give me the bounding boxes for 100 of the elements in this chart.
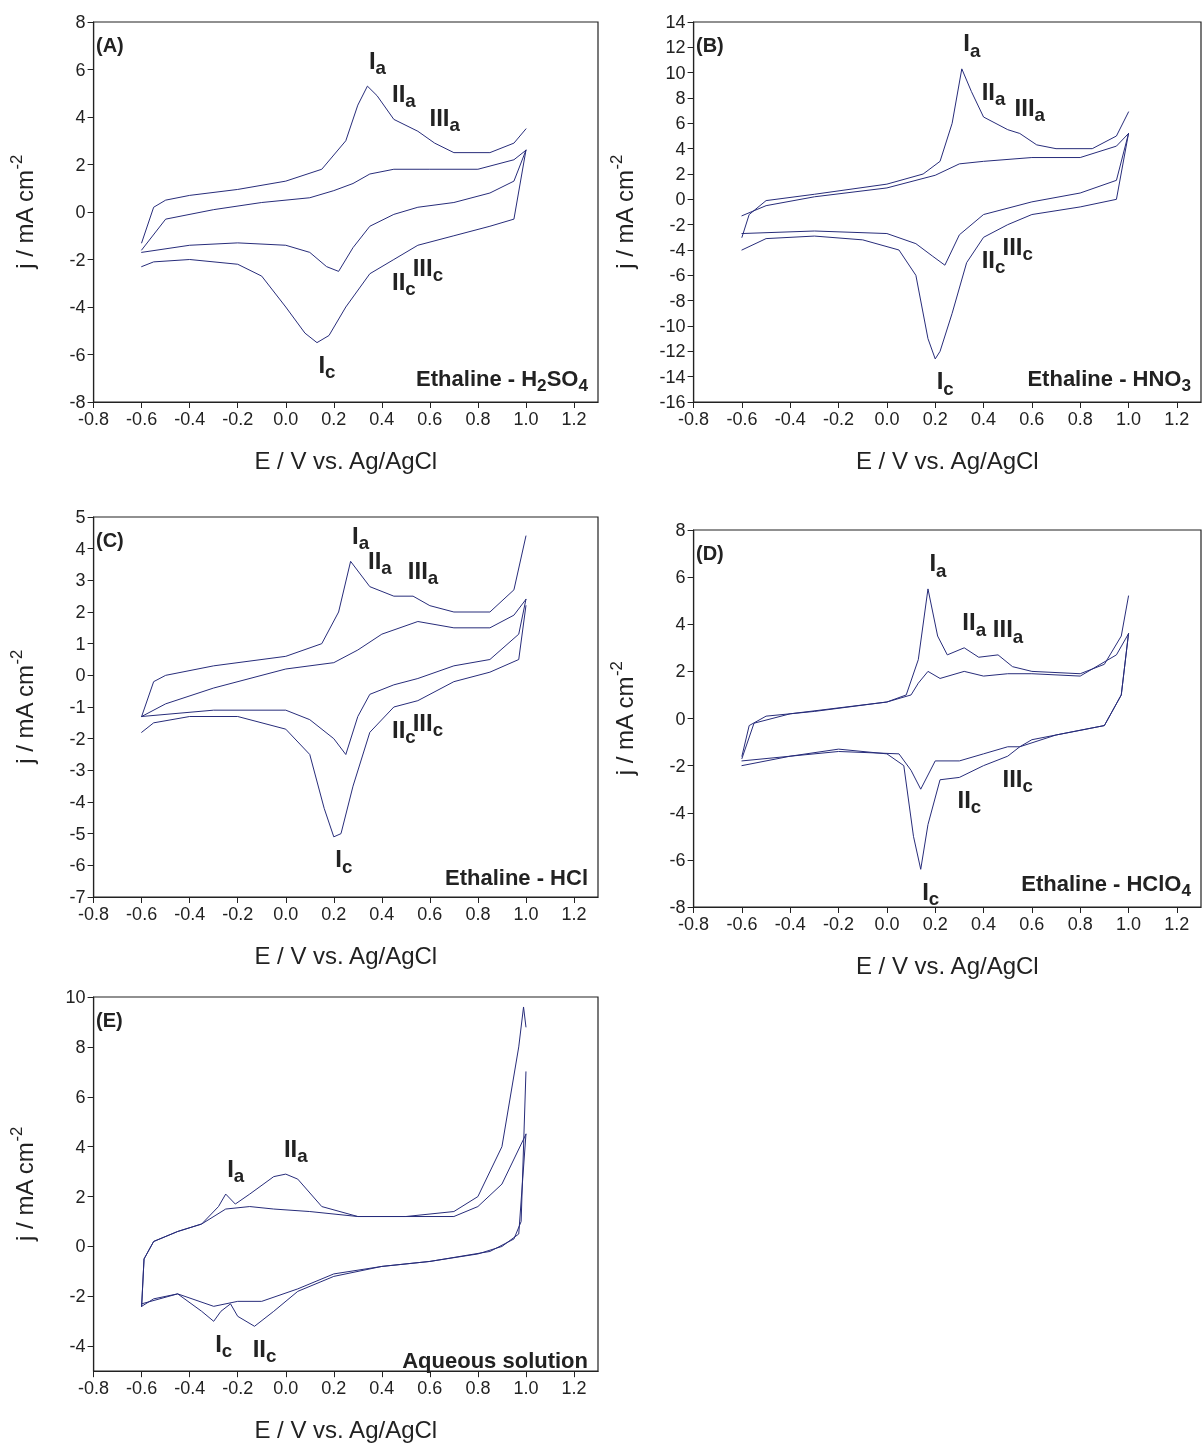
x-tick-label: 0.6 — [1019, 914, 1045, 934]
x-tick-label: 0.4 — [369, 409, 395, 429]
y-axis-title: j / mA cm-2 — [607, 661, 639, 777]
x-axis-title: E / V vs. Ag/AgCl — [855, 952, 1039, 980]
x-tick-label: -0.2 — [222, 1378, 254, 1399]
x-tick-label: -0.4 — [174, 904, 206, 924]
x-tick-label: 0.8 — [1067, 914, 1093, 934]
x-tick-label: 0.4 — [971, 409, 997, 429]
y-tick-label: 10 — [65, 987, 86, 1007]
x-axis-title: E / V vs. Ag/AgCl — [254, 942, 438, 970]
x-tick-label: 0.0 — [874, 409, 900, 429]
y-tick-label: 4 — [675, 138, 686, 159]
y-tick-label: -6 — [669, 849, 686, 870]
y-tick-label: 8 — [75, 1036, 86, 1057]
x-tick-label: 1.2 — [561, 409, 587, 429]
x-tick-label: 0.0 — [273, 409, 299, 429]
annotation: Ethaline - HCl — [444, 865, 588, 891]
x-tick-label: -0.6 — [726, 409, 758, 429]
text: (C) — [96, 529, 124, 551]
y-tick-label: -2 — [69, 1286, 86, 1307]
x-tick-label: 1.0 — [513, 409, 539, 429]
y-tick-label: 6 — [75, 1086, 86, 1107]
x-tick-label: -0.2 — [222, 409, 254, 429]
y-tick-label: 2 — [75, 1186, 86, 1207]
y-tick-label: -6 — [69, 344, 86, 365]
y-tick-label: -8 — [669, 290, 686, 311]
y-tick-label: 2 — [675, 661, 686, 682]
y-tick-label: 6 — [75, 59, 86, 80]
text: (B) — [696, 34, 724, 56]
y-tick-label: -2 — [69, 728, 86, 749]
y-tick-label: -8 — [69, 392, 86, 412]
x-tick-label: 0.2 — [922, 914, 948, 934]
y-tick-label: -16 — [659, 392, 686, 412]
y-tick-label: -4 — [669, 802, 686, 823]
y-tick-label: -3 — [69, 760, 86, 781]
y-tick-label: 1 — [75, 633, 86, 654]
y-tick-label: -7 — [69, 887, 86, 907]
x-tick-label: -0.6 — [726, 914, 758, 934]
x-axis-title: E / V vs. Ag/AgCl — [254, 1416, 438, 1444]
x-tick-label: 1.2 — [561, 904, 587, 924]
y-tick-label: 0 — [675, 189, 686, 210]
x-tick-label: 0.6 — [417, 904, 443, 924]
x-tick-label: 0.8 — [1067, 409, 1093, 429]
x-tick-label: 0.6 — [1019, 409, 1045, 429]
y-tick-label: -5 — [69, 823, 86, 844]
x-tick-label: -0.2 — [823, 409, 855, 429]
y-tick-label: 6 — [675, 567, 686, 588]
y-tick-label: -10 — [659, 316, 686, 336]
x-axis-title: E / V vs. Ag/AgCl — [254, 447, 438, 475]
x-tick-label: -0.8 — [678, 914, 710, 934]
x-tick-label: 0.8 — [465, 1378, 491, 1399]
x-tick-label: 0.2 — [321, 409, 347, 429]
x-tick-label: 1.0 — [513, 1378, 539, 1399]
y-tick-label: 4 — [75, 538, 86, 559]
y-tick-label: 0 — [75, 202, 86, 222]
x-tick-label: -0.8 — [78, 409, 110, 429]
y-tick-label: 0 — [675, 708, 686, 729]
x-tick-label: -0.4 — [774, 914, 806, 934]
x-tick-label: 0.8 — [465, 409, 491, 429]
x-tick-label: -0.4 — [174, 1378, 206, 1399]
y-tick-label: 4 — [75, 107, 86, 127]
y-tick-label: -4 — [669, 240, 686, 260]
y-tick-label: 5 — [75, 507, 86, 527]
y-tick-label: 4 — [75, 1136, 86, 1157]
x-tick-label: 1.0 — [1116, 409, 1142, 429]
y-tick-label: 0 — [75, 1236, 86, 1257]
y-tick-label: 8 — [675, 520, 686, 540]
text: (E) — [96, 1009, 123, 1031]
x-tick-label: 0.0 — [273, 904, 299, 924]
y-tick-label: -4 — [69, 297, 86, 317]
y-tick-label: 6 — [675, 113, 686, 134]
x-tick-label: 0.4 — [369, 904, 395, 924]
annotation: Aqueous solution — [402, 1348, 588, 1374]
y-tick-label: 2 — [75, 602, 86, 622]
y-tick-label: 12 — [665, 37, 686, 58]
y-tick-label: -6 — [669, 265, 686, 286]
x-tick-label: -0.6 — [126, 904, 158, 924]
text: (D) — [696, 542, 724, 564]
x-tick-label: -0.8 — [678, 409, 710, 429]
y-tick-label: 8 — [75, 12, 86, 32]
y-tick-label: 2 — [75, 154, 86, 175]
x-tick-label: -0.4 — [174, 409, 206, 429]
x-tick-label: 0.0 — [874, 914, 900, 934]
y-tick-label: -2 — [669, 755, 686, 776]
y-tick-label: 3 — [75, 570, 86, 591]
x-tick-label: 0.2 — [321, 1378, 347, 1399]
x-tick-label: 0.2 — [321, 904, 347, 924]
y-axis-title: j / mA cm-2 — [7, 1126, 39, 1242]
y-tick-label: -6 — [69, 855, 86, 876]
x-tick-label: 1.2 — [561, 1378, 587, 1399]
x-tick-label: 0.4 — [369, 1378, 395, 1399]
x-tick-label: 1.0 — [1116, 914, 1142, 934]
x-tick-label: -0.8 — [78, 1378, 110, 1399]
y-tick-label: 10 — [665, 62, 686, 83]
x-tick-label: 1.2 — [1164, 409, 1190, 429]
y-tick-label: -4 — [69, 1336, 86, 1357]
x-tick-label: -0.8 — [78, 904, 110, 924]
y-axis-title: j / mA cm-2 — [607, 154, 639, 270]
y-tick-label: 14 — [665, 12, 686, 32]
x-tick-label: 1.2 — [1164, 914, 1190, 934]
